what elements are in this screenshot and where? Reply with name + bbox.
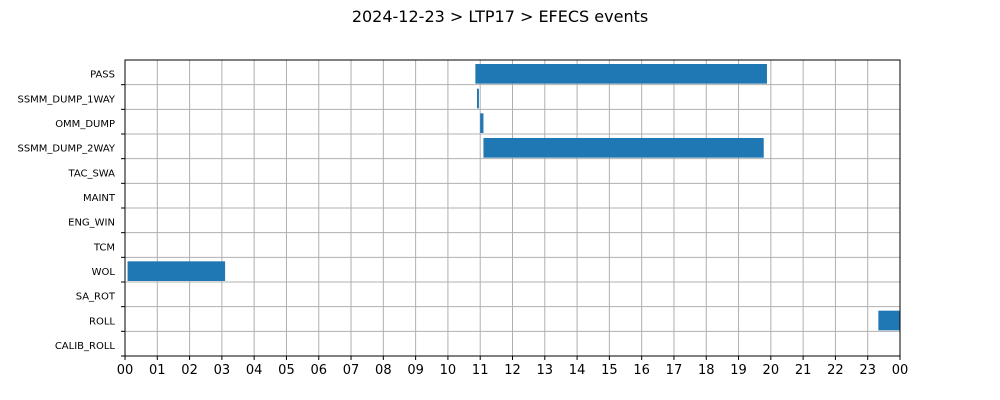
x-tick-label: 01	[149, 363, 166, 378]
x-tick-label: 14	[569, 363, 586, 378]
x-tick-label: 00	[117, 363, 134, 378]
event-bar-ssmm-dump-2way	[483, 138, 764, 158]
x-tick-label: 23	[859, 363, 876, 378]
y-tick-label: SA_ROT	[76, 292, 116, 303]
chart-title: 2024-12-23 > LTP17 > EFECS events	[352, 7, 648, 26]
x-tick-label: 16	[633, 363, 650, 378]
y-tick-label: TCM	[93, 242, 115, 253]
x-tick-label: 03	[214, 363, 231, 378]
y-tick-label: MAINT	[83, 193, 116, 204]
y-tick-label: ROLL	[89, 316, 115, 327]
x-tick-label: 10	[440, 363, 457, 378]
y-tick-label: ENG_WIN	[68, 218, 115, 229]
y-tick-label: CALIB_ROLL	[55, 341, 116, 352]
x-tick-label: 08	[375, 363, 392, 378]
y-tick-label: TAC_SWA	[67, 168, 115, 179]
x-axis-ticks: 00 01 02 03 04 05 06 07 08 09 10 11 12 13 14 15 16 17 18 19…	[117, 356, 909, 378]
x-tick-label: 06	[310, 363, 327, 378]
x-tick-label: 07	[343, 363, 360, 378]
x-tick-label: 09	[407, 363, 424, 378]
x-tick-label: 18	[698, 363, 715, 378]
y-tick-label: SSMM_DUMP_1WAY	[17, 94, 115, 105]
y-axis-ticks: PASS SSMM_DUMP_1WAY OMM_DUMP SSMM_DUMP_2WAY…	[17, 70, 125, 357]
event-bar-pass	[475, 64, 767, 84]
event-bar-wol	[127, 261, 226, 281]
grid	[124, 60, 901, 356]
x-tick-label: 11	[472, 363, 489, 378]
event-bar-ssmm-dump-1way	[476, 88, 479, 109]
y-tick-label: SSMM_DUMP_2WAY	[17, 144, 115, 155]
x-tick-label: 12	[504, 363, 521, 378]
x-tick-label: 02	[181, 363, 198, 378]
y-tick-label: PASS	[90, 70, 115, 81]
x-tick-label: 21	[795, 363, 812, 378]
y-tick-label: OMM_DUMP	[55, 119, 115, 130]
event-bar-omm-dump	[480, 113, 484, 133]
y-tick-label: WOL	[92, 267, 116, 278]
x-tick-label: 13	[537, 363, 554, 378]
x-tick-label: 15	[601, 363, 618, 378]
x-tick-label: 20	[763, 363, 780, 378]
x-tick-label: 05	[278, 363, 295, 378]
event-bar-roll	[878, 310, 900, 331]
x-tick-label: 04	[246, 363, 263, 378]
x-tick-label: 17	[666, 363, 683, 378]
x-tick-label: 00	[892, 363, 909, 378]
event-bars	[127, 64, 900, 331]
x-tick-label: 19	[730, 363, 747, 378]
x-tick-label: 22	[827, 363, 844, 378]
